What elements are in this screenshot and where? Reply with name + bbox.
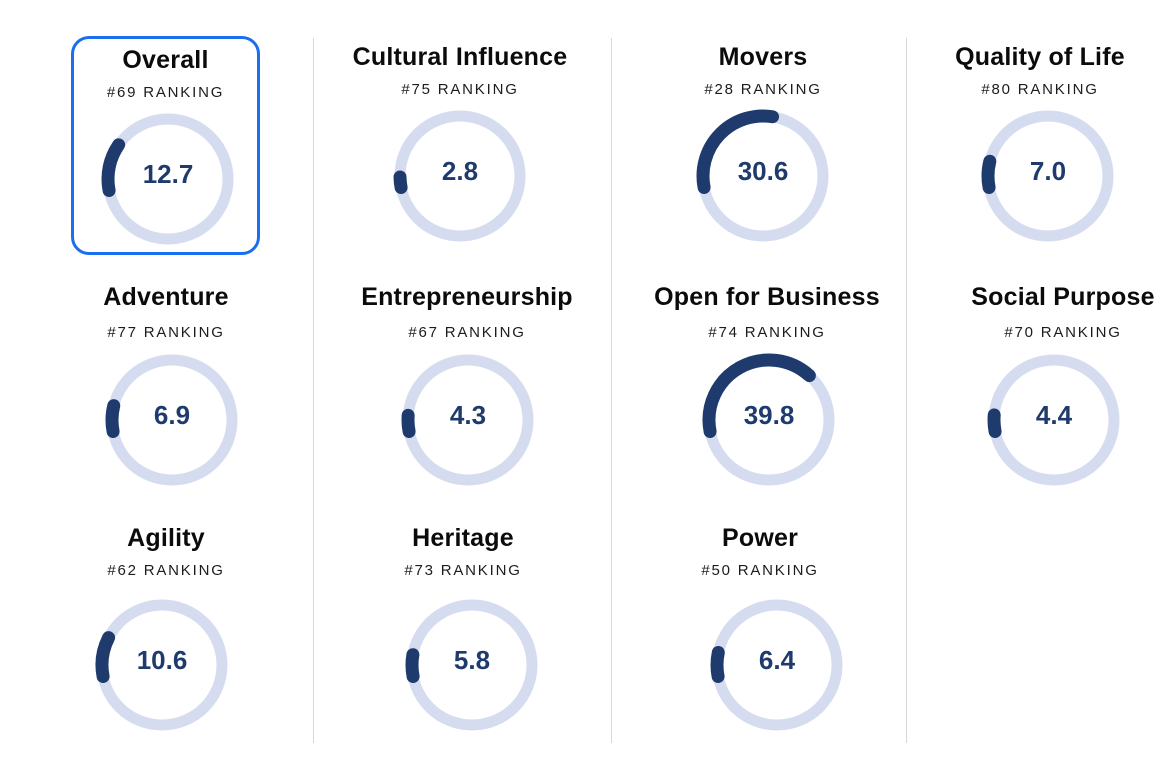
gauge-ring bbox=[105, 354, 238, 486]
metric-title: Open for Business bbox=[654, 283, 880, 311]
column-divider bbox=[313, 38, 314, 743]
metric-title: Entrepreneurship bbox=[361, 283, 573, 311]
gauge-ring bbox=[393, 110, 526, 242]
metric-value: 30.6 bbox=[737, 156, 789, 186]
metric-card-heritage[interactable]: Heritage #73 RANKING 5.8 bbox=[383, 520, 543, 735]
metric-title: Movers bbox=[718, 43, 808, 71]
metric-ranking: #73 RANKING bbox=[404, 562, 522, 579]
metric-card-open-for-business[interactable]: Open for Business #74 RANKING 39.8 bbox=[636, 280, 898, 495]
metric-card-social-purpose[interactable]: Social Purpose #70 RANKING 4.4 bbox=[958, 280, 1168, 495]
gauge-progress bbox=[95, 631, 116, 683]
column-divider bbox=[906, 38, 907, 743]
score-gauge: 5.8 bbox=[405, 598, 539, 732]
score-gauge: 12.7 bbox=[101, 112, 235, 246]
gauge-ring bbox=[95, 599, 228, 731]
metric-ranking: #75 RANKING bbox=[401, 81, 519, 98]
metric-ranking: #80 RANKING bbox=[981, 81, 1099, 98]
metric-title: Cultural Influence bbox=[352, 43, 568, 71]
score-gauge: 4.3 bbox=[401, 353, 535, 487]
metric-value: 7.0 bbox=[1029, 156, 1067, 186]
gauge-progress bbox=[987, 408, 1002, 438]
gauge-ring bbox=[987, 354, 1120, 486]
metric-card-entrepreneurship[interactable]: Entrepreneurship #67 RANKING 4.3 bbox=[341, 280, 593, 495]
metric-card-quality-of-life[interactable]: Quality of Life #80 RANKING 7.0 bbox=[940, 36, 1140, 255]
metric-card-agility[interactable]: Agility #62 RANKING 10.6 bbox=[86, 520, 246, 735]
gauge-progress bbox=[702, 353, 816, 438]
metric-ranking: #74 RANKING bbox=[708, 324, 826, 341]
metric-value: 6.4 bbox=[758, 645, 796, 675]
gauge-progress bbox=[405, 648, 420, 683]
gauge-ring bbox=[101, 113, 234, 245]
metric-value: 10.6 bbox=[136, 645, 188, 675]
metric-title: Overall bbox=[122, 46, 209, 74]
gauge-progress bbox=[981, 154, 997, 194]
score-gauge: 2.8 bbox=[393, 109, 527, 243]
gauge-ring bbox=[401, 354, 534, 486]
metric-ranking: #70 RANKING bbox=[1004, 324, 1122, 341]
metric-ranking: #67 RANKING bbox=[408, 324, 526, 341]
gauge-progress bbox=[105, 399, 121, 438]
metric-ranking: #28 RANKING bbox=[704, 81, 822, 98]
metric-value: 2.8 bbox=[441, 156, 479, 186]
gauge-progress bbox=[101, 138, 126, 197]
metric-value: 39.8 bbox=[743, 400, 795, 430]
gauge-progress bbox=[393, 170, 408, 194]
gauge-ring bbox=[696, 109, 829, 242]
metric-title: Power bbox=[721, 524, 799, 552]
metric-card-movers[interactable]: Movers #28 RANKING 30.6 bbox=[658, 36, 868, 255]
score-gauge: 4.4 bbox=[987, 353, 1121, 487]
metric-value: 6.9 bbox=[153, 400, 191, 430]
score-gauge: 10.6 bbox=[95, 598, 229, 732]
score-gauge: 6.9 bbox=[105, 353, 239, 487]
metric-ranking: #62 RANKING bbox=[107, 562, 225, 579]
metric-title: Adventure bbox=[103, 283, 229, 311]
gauge-progress bbox=[401, 408, 416, 438]
gauge-ring bbox=[981, 110, 1114, 242]
metric-card-overall[interactable]: Overall #69 RANKING 12.7 bbox=[71, 36, 260, 255]
score-gauge: 7.0 bbox=[981, 109, 1115, 243]
gauge-progress bbox=[710, 645, 725, 683]
metric-value: 4.3 bbox=[449, 400, 487, 430]
metric-ranking: #50 RANKING bbox=[701, 562, 819, 579]
gauge-progress bbox=[696, 109, 780, 194]
metric-value: 5.8 bbox=[453, 645, 491, 675]
metric-title: Quality of Life bbox=[955, 43, 1125, 71]
score-gauge: 30.6 bbox=[696, 109, 830, 243]
score-gauge: 39.8 bbox=[702, 353, 836, 487]
metric-card-adventure[interactable]: Adventure #77 RANKING 6.9 bbox=[76, 280, 256, 495]
metric-ranking: #77 RANKING bbox=[107, 324, 225, 341]
metric-title: Heritage bbox=[412, 524, 514, 552]
metric-value: 4.4 bbox=[1035, 400, 1073, 430]
gauge-ring bbox=[405, 599, 538, 731]
metric-title: Agility bbox=[127, 524, 205, 552]
gauge-ring bbox=[702, 353, 835, 486]
metric-ranking: #69 RANKING bbox=[106, 84, 225, 101]
score-gauge: 6.4 bbox=[710, 598, 844, 732]
metric-title: Social Purpose bbox=[971, 283, 1155, 311]
column-divider bbox=[611, 38, 612, 743]
metric-card-power[interactable]: Power #50 RANKING 6.4 bbox=[680, 520, 843, 735]
metric-value: 12.7 bbox=[142, 159, 194, 189]
gauge-ring bbox=[710, 599, 843, 731]
metric-card-cultural-influence[interactable]: Cultural Influence #75 RANKING 2.8 bbox=[338, 36, 582, 255]
